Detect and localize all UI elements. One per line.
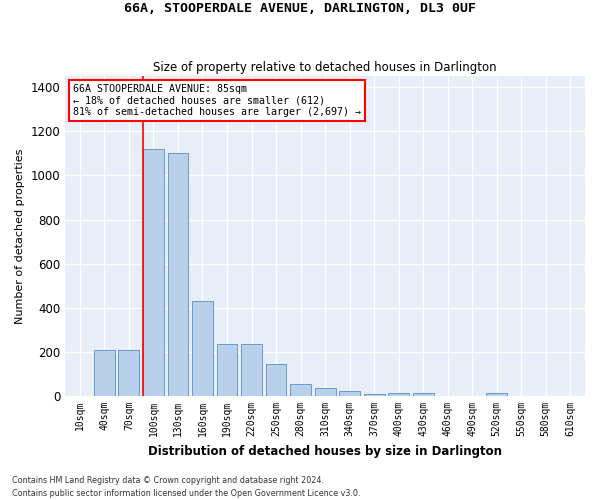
Text: 66A STOOPERDALE AVENUE: 85sqm
← 18% of detached houses are smaller (612)
81% of : 66A STOOPERDALE AVENUE: 85sqm ← 18% of d… — [73, 84, 361, 117]
Title: Size of property relative to detached houses in Darlington: Size of property relative to detached ho… — [153, 60, 497, 74]
Text: 66A, STOOPERDALE AVENUE, DARLINGTON, DL3 0UF: 66A, STOOPERDALE AVENUE, DARLINGTON, DL3… — [124, 2, 476, 16]
Bar — [241, 344, 262, 396]
Bar — [217, 344, 238, 396]
Bar — [266, 364, 286, 396]
Y-axis label: Number of detached properties: Number of detached properties — [15, 148, 25, 324]
Bar — [364, 394, 385, 396]
Bar — [118, 350, 139, 396]
Bar — [413, 392, 434, 396]
Bar — [192, 301, 213, 396]
Bar — [339, 390, 360, 396]
Text: Contains HM Land Registry data © Crown copyright and database right 2024.
Contai: Contains HM Land Registry data © Crown c… — [12, 476, 361, 498]
Bar — [314, 388, 335, 396]
Bar — [290, 384, 311, 396]
Bar — [143, 149, 164, 396]
Bar — [94, 350, 115, 396]
Bar — [388, 392, 409, 396]
Bar — [487, 392, 507, 396]
Bar — [167, 154, 188, 396]
X-axis label: Distribution of detached houses by size in Darlington: Distribution of detached houses by size … — [148, 444, 502, 458]
